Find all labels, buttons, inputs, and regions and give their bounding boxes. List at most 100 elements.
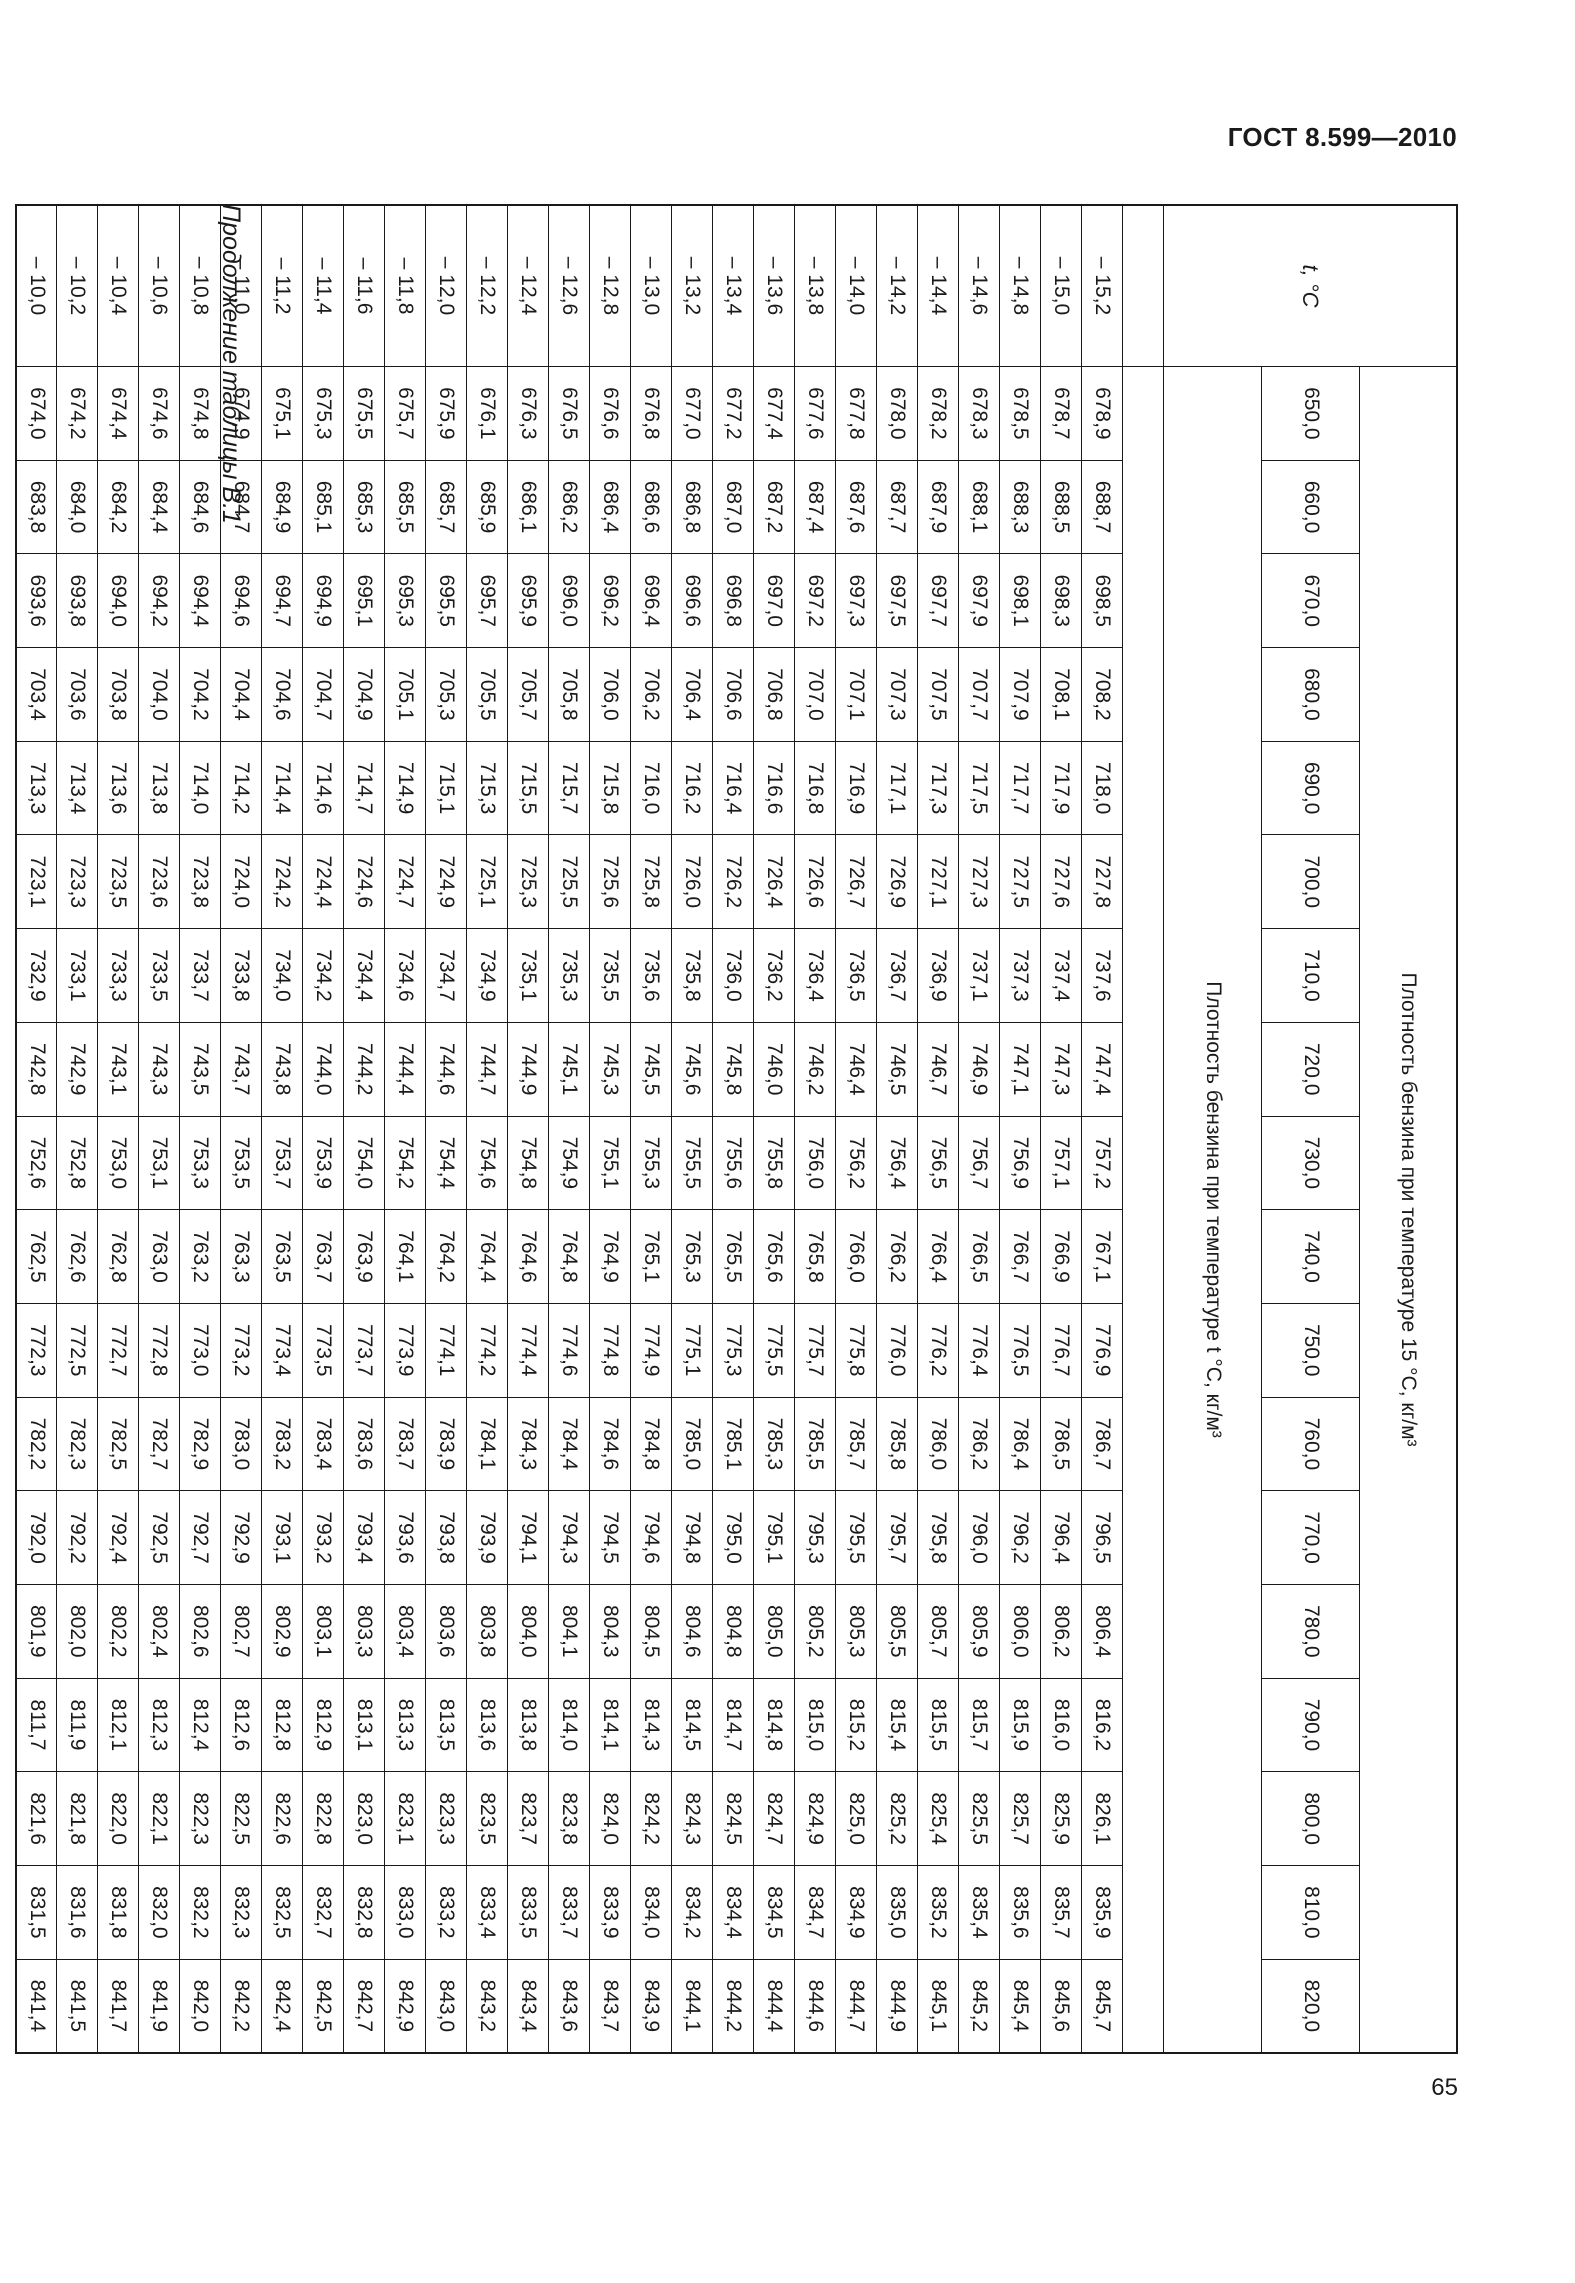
density-cell: 775,7	[795, 1303, 836, 1398]
table-row: – 15,0 678,7 688,5 698,3 708,1 717,9 727,6 737,…	[1041, 205, 1082, 2053]
density-cell: 677,0	[672, 366, 713, 461]
density-cell: 733,7	[180, 928, 221, 1023]
density-cell: 676,8	[631, 366, 672, 461]
document-code: ГОСТ 8.599—2010	[1227, 122, 1457, 152]
temperature-cell: – 11,8	[385, 205, 426, 367]
density-cell: 726,9	[877, 834, 918, 929]
density-cell: 822,8	[303, 1771, 344, 1866]
density-cell: 774,4	[508, 1303, 549, 1398]
density-cell: 743,1	[98, 1022, 139, 1116]
density-cell: 794,1	[508, 1490, 549, 1585]
density-cell: 735,5	[590, 928, 631, 1023]
density-cell: 704,6	[262, 647, 303, 742]
density-cell: 764,6	[508, 1209, 549, 1304]
density-cell: 717,5	[959, 741, 1000, 835]
density-cell: 715,3	[467, 741, 508, 835]
density-cell: 794,5	[590, 1490, 631, 1585]
density-cell: 815,9	[1000, 1678, 1041, 1772]
density-cell: 845,7	[1082, 1959, 1123, 2053]
density-cell: 767,1	[1082, 1209, 1123, 1304]
density-cell: 783,0	[221, 1397, 262, 1491]
density-cell: 703,4	[16, 647, 57, 742]
density-cell: 762,5	[16, 1209, 57, 1304]
density-cell: 694,6	[221, 553, 262, 648]
density-column-header: 690,0	[1262, 741, 1360, 835]
header-gap-row	[1123, 205, 1164, 2053]
density-cell: 841,7	[98, 1959, 139, 2053]
density-cell: 823,0	[344, 1771, 385, 1866]
density-cell: 718,0	[1082, 741, 1123, 835]
density-cell: 743,7	[221, 1022, 262, 1116]
density-cell: 745,6	[672, 1022, 713, 1116]
density-cell: 792,4	[98, 1490, 139, 1585]
density-cell: 834,2	[672, 1865, 713, 1960]
density-cell: 725,8	[631, 834, 672, 929]
density-cell: 742,9	[57, 1022, 98, 1116]
density-cell: 706,2	[631, 647, 672, 742]
density-cell: 806,0	[1000, 1584, 1041, 1679]
table-row: – 11,8 675,7 685,5 695,3 705,1 714,9 724,7 734,…	[385, 205, 426, 2053]
density-cell: 795,0	[713, 1490, 754, 1585]
density-cell: 775,8	[836, 1303, 877, 1398]
density-cell: 833,2	[426, 1865, 467, 1960]
table-row: – 13,2 677,0 686,8 696,6 706,4 716,2 726,0 735,…	[672, 205, 713, 2053]
density-cell: 704,9	[344, 647, 385, 742]
density-cell: 765,1	[631, 1209, 672, 1304]
density-cell: 744,6	[426, 1022, 467, 1116]
temperature-cell: – 13,4	[713, 205, 754, 367]
density-cell: 687,2	[754, 460, 795, 554]
density-cell: 833,4	[467, 1865, 508, 1960]
density-cell: 686,8	[672, 460, 713, 554]
density-cell: 845,2	[959, 1959, 1000, 2053]
density-cell: 744,0	[303, 1022, 344, 1116]
density-cell: 783,4	[303, 1397, 344, 1491]
density-cell: 774,2	[467, 1303, 508, 1398]
density-cell: 815,0	[795, 1678, 836, 1772]
density-cell: 785,1	[713, 1397, 754, 1491]
density-cell: 735,6	[631, 928, 672, 1023]
density-cell: 765,6	[754, 1209, 795, 1304]
density-cell: 844,6	[795, 1959, 836, 2053]
density-cell: 843,0	[426, 1959, 467, 2053]
density-cell: 843,6	[549, 1959, 590, 2053]
density-cell: 714,7	[344, 741, 385, 835]
table-row: – 11,2 675,1 684,9 694,7 704,6 714,4 724,2 734,…	[262, 205, 303, 2053]
density-cell: 793,6	[385, 1490, 426, 1585]
density-cell: 704,2	[180, 647, 221, 742]
density-cell: 734,9	[467, 928, 508, 1023]
density-cell: 776,9	[1082, 1303, 1123, 1398]
density-cell: 785,5	[795, 1397, 836, 1491]
density-cell: 707,1	[836, 647, 877, 742]
temperature-cell: – 10,6	[139, 205, 180, 367]
density-cell: 705,1	[385, 647, 426, 742]
density-cell: 687,4	[795, 460, 836, 554]
density-cell: 812,6	[221, 1678, 262, 1772]
density-cell: 813,5	[426, 1678, 467, 1772]
density-cell: 783,9	[426, 1397, 467, 1491]
density-cell: 764,2	[426, 1209, 467, 1304]
table-caption: Продолжение таблицы В.1	[217, 204, 245, 524]
density-cell: 796,0	[959, 1490, 1000, 1585]
density-cell: 717,1	[877, 741, 918, 835]
density-cell: 713,6	[98, 741, 139, 835]
density-cell: 755,3	[631, 1116, 672, 1210]
density-cell: 736,0	[713, 928, 754, 1023]
temperature-cell: – 11,2	[262, 205, 303, 367]
density-column-header: 800,0	[1262, 1771, 1360, 1866]
density-cell: 746,7	[918, 1022, 959, 1116]
density-cell: 744,7	[467, 1022, 508, 1116]
density-cell: 726,7	[836, 834, 877, 929]
density-cell: 696,8	[713, 553, 754, 648]
density-cell: 696,0	[549, 553, 590, 648]
density-cell: 742,8	[16, 1022, 57, 1116]
temperature-cell: – 13,0	[631, 205, 672, 367]
table-row: – 13,0 676,8 686,6 696,4 706,2 716,0 725,8 735,…	[631, 205, 672, 2053]
density-cell: 825,7	[1000, 1771, 1041, 1866]
density-cell: 823,5	[467, 1771, 508, 1866]
density-cell: 844,4	[754, 1959, 795, 2053]
density-cell: 698,3	[1041, 553, 1082, 648]
density-cell: 676,5	[549, 366, 590, 461]
density-cell: 724,7	[385, 834, 426, 929]
density-cell: 727,8	[1082, 834, 1123, 929]
density-cell: 834,7	[795, 1865, 836, 1960]
